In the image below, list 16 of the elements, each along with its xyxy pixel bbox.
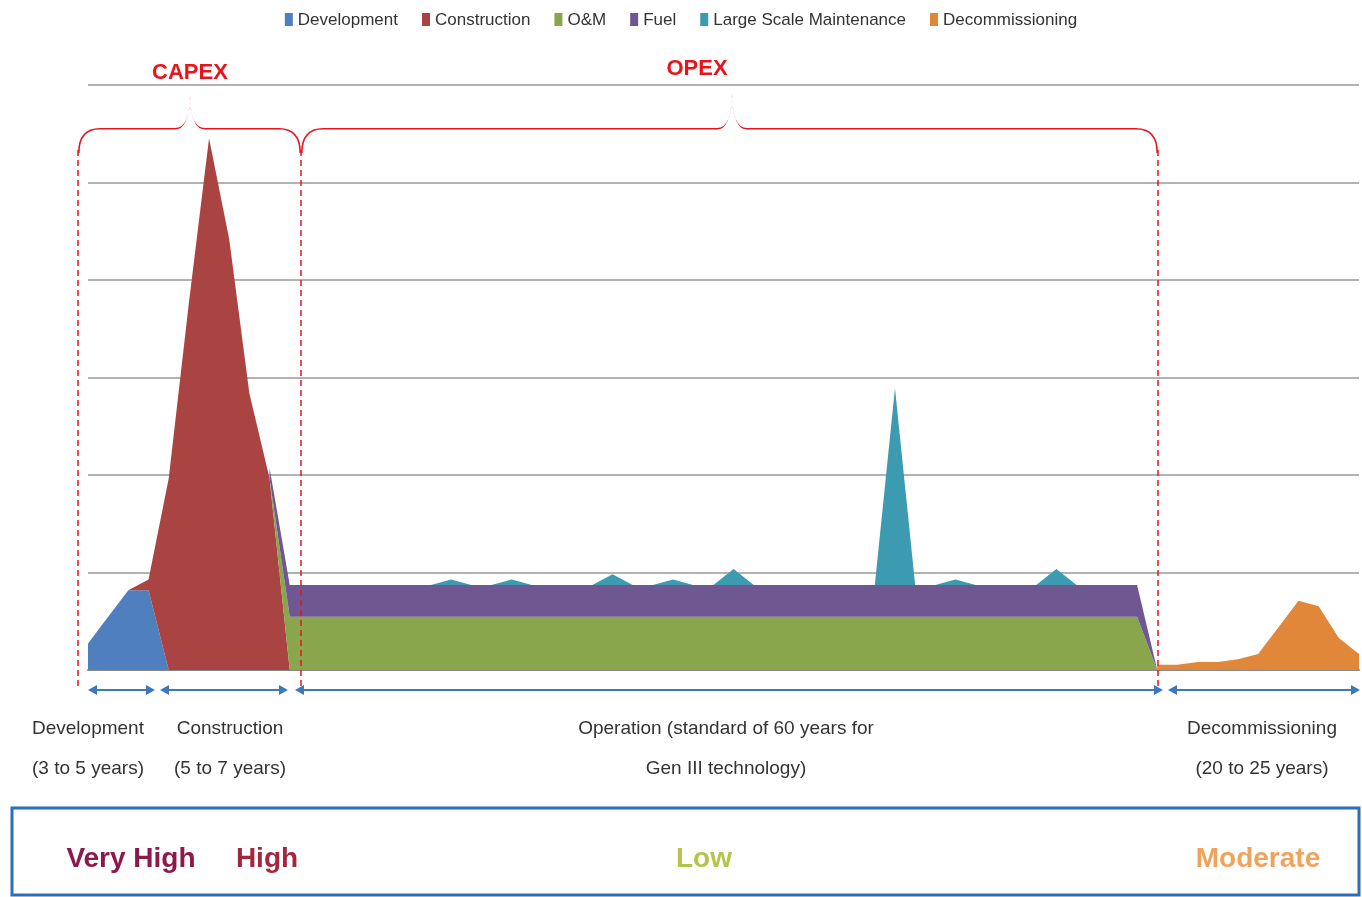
text: Operation (standard of 60 years for Gen III technology)	[577, 716, 875, 780]
text: Very High	[66, 842, 196, 873]
text: High	[235, 842, 299, 873]
legend-label: Fuel	[643, 10, 677, 29]
text: OPEX	[665, 54, 729, 82]
text: Moderate	[1194, 841, 1322, 875]
legend-label: Decommissioning	[943, 10, 1078, 29]
legend-label: Construction	[434, 10, 531, 29]
text: Construction (5 to 7 years)	[174, 717, 286, 778]
text: CAPEX	[151, 58, 229, 86]
text: Development (3 to 5 years)	[32, 717, 144, 778]
legend-label: O&M	[567, 10, 607, 29]
legend-label: Large Scale Maintenance	[713, 10, 907, 29]
legend-label: Development	[297, 10, 399, 29]
text: Low	[675, 841, 733, 875]
text: Decommissioning (20 to 25 years)	[1186, 716, 1338, 780]
